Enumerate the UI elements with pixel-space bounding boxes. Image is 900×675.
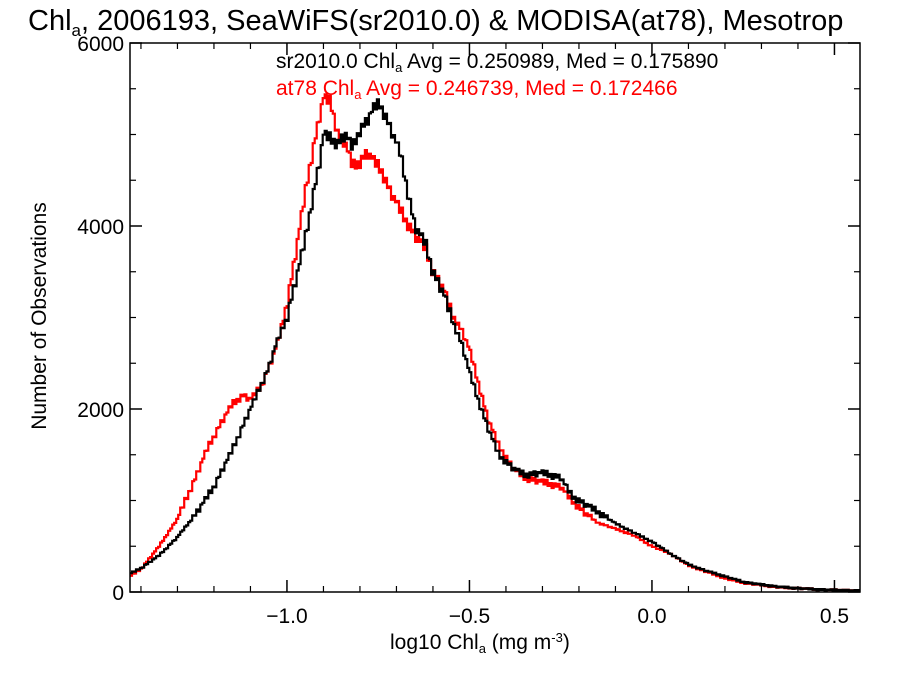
x-tick-label: −1.0 bbox=[266, 605, 307, 628]
y-tick-label: 4000 bbox=[77, 216, 124, 239]
x-tick-label: −0.5 bbox=[449, 605, 490, 628]
y-axis-label: Number of Observations bbox=[28, 202, 51, 430]
series-stat-sr2010: sr2010.0 Chla Avg = 0.250989, Med = 0.17… bbox=[276, 50, 719, 75]
y-tick-label: 6000 bbox=[77, 33, 124, 56]
y-tick-label: 2000 bbox=[77, 399, 124, 422]
plot-frame bbox=[129, 42, 861, 593]
series-line-sr2010.0 bbox=[130, 98, 860, 593]
chart-title: Chla, 2006193, SeaWiFS(sr2010.0) & MODIS… bbox=[28, 5, 844, 40]
x-tick-label: 0.5 bbox=[820, 605, 849, 628]
series-stat-at78: at78 Chla Avg = 0.246739, Med = 0.172466 bbox=[276, 77, 678, 102]
series-line-at78 bbox=[130, 93, 860, 593]
y-tick-label: 0 bbox=[112, 582, 124, 605]
x-tick-label: 0.0 bbox=[637, 605, 666, 628]
x-axis-label: log10 Chla (mg m-3) bbox=[390, 630, 570, 656]
